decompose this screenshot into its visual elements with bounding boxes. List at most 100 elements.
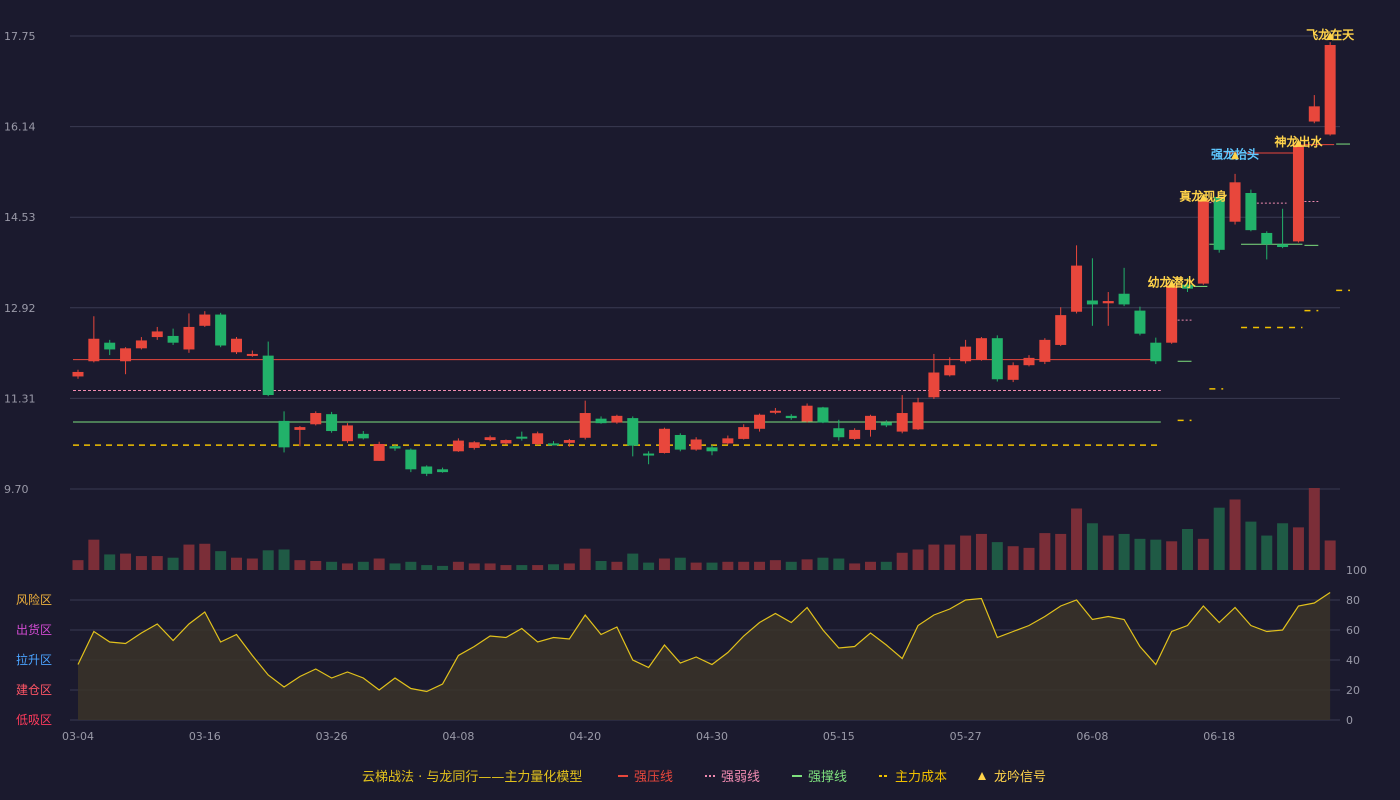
volume-bar	[658, 558, 670, 570]
volume-bar	[769, 560, 781, 570]
x-tick-label: 03-04	[62, 730, 94, 743]
osc-tick-label: 60	[1346, 624, 1360, 637]
volume-bar	[326, 561, 338, 570]
volume-bar	[1182, 529, 1193, 570]
volume-bar	[88, 539, 100, 570]
candle-body	[135, 340, 147, 349]
volume-bar	[944, 544, 956, 570]
dragon-signals: 幼龙潜水真龙现身强龙抬头神龙出水飞龙在天	[1148, 27, 1356, 290]
volume-bar	[643, 562, 655, 570]
legend: 云梯战法 · 与龙同行——主力量化模型 强压线 强弱线 强撑线 主力成本 龙吟信号	[362, 769, 1046, 785]
volume-bar	[1324, 540, 1336, 570]
volume-bar	[357, 561, 369, 570]
volume-bar	[1166, 541, 1178, 570]
candle-body	[1197, 199, 1209, 284]
volume-bar	[341, 563, 353, 570]
candle-body	[1277, 244, 1289, 248]
candle-body	[1324, 45, 1336, 135]
candle-body	[1261, 232, 1273, 245]
candle-body	[231, 338, 242, 353]
axes-labels: 17.75 16.14 14.53 12.92 11.31 9.70 100 80 60 40 20…	[4, 30, 1367, 743]
candle-body	[88, 338, 100, 362]
candle-body	[72, 371, 84, 377]
volume-bar	[516, 565, 528, 570]
legend-signal-icon	[978, 772, 986, 780]
x-tick-label: 03-26	[316, 730, 348, 743]
candle-body	[991, 338, 1003, 380]
volume-bar	[1071, 508, 1083, 570]
volume-bar	[674, 557, 686, 570]
oscillator-panel	[77, 591, 1331, 720]
osc-area	[78, 592, 1331, 720]
x-tick-label: 03-16	[189, 730, 221, 743]
candle-body	[690, 439, 702, 450]
price-level-lines	[73, 143, 1350, 446]
candle-body	[357, 433, 369, 439]
candle-body	[674, 434, 686, 450]
candle-body	[500, 440, 512, 444]
candle-body	[563, 440, 575, 443]
candle-body	[452, 440, 464, 452]
volume-bar	[1055, 533, 1067, 570]
volume-bar	[183, 544, 195, 570]
x-tick-label: 05-15	[823, 730, 855, 743]
volume-bar	[579, 548, 591, 570]
candle-body	[1245, 193, 1257, 231]
candle-body	[1229, 182, 1241, 222]
zone-label: 出货区	[16, 622, 52, 637]
volume-bar	[563, 563, 575, 570]
candle-body	[1039, 339, 1051, 362]
candle-body	[405, 449, 417, 470]
candle-body	[1023, 357, 1035, 366]
volume-bar	[896, 552, 908, 570]
volume-bar	[865, 561, 876, 570]
candle-body	[1102, 301, 1114, 304]
volume-bar	[1039, 533, 1051, 570]
volume-bar	[912, 549, 924, 570]
candle-body	[246, 353, 258, 356]
price-tick-label: 11.31	[4, 392, 36, 405]
volume-bar	[72, 560, 84, 570]
signal-triangle-icon	[1326, 32, 1335, 40]
volume-bar	[595, 560, 607, 570]
volume-bar	[1213, 507, 1225, 570]
candle-body	[975, 338, 987, 360]
candle-body	[769, 410, 781, 413]
volume-bar	[1150, 539, 1162, 570]
osc-tick-label: 0	[1346, 714, 1353, 727]
candle-body	[738, 427, 750, 439]
volume-bar	[405, 561, 417, 570]
volume-bar	[1229, 499, 1241, 570]
grid-lines	[70, 35, 1340, 721]
volume-bar	[991, 542, 1003, 570]
zone-label: 建仓区	[16, 683, 52, 697]
candle-body	[928, 372, 940, 398]
candle-body	[1292, 144, 1304, 242]
x-tick-label: 06-08	[1076, 730, 1108, 743]
candle-body	[262, 355, 274, 396]
candle-body	[151, 331, 163, 338]
volume-bar	[1245, 521, 1257, 570]
volume-bar	[960, 535, 972, 570]
candle-body	[880, 422, 892, 426]
candle-body	[373, 443, 385, 461]
signal-triangle-icon	[1294, 138, 1303, 147]
volume-bar	[785, 561, 797, 570]
candle-body	[944, 365, 956, 376]
candle-body	[896, 413, 908, 432]
volume-bar	[1197, 538, 1209, 570]
zone-label: 风险区	[16, 592, 52, 607]
volume-bar	[484, 563, 496, 570]
candle-body	[326, 414, 338, 432]
volume-bar	[706, 562, 718, 570]
signal-triangle-icon	[1199, 193, 1208, 202]
candle-body	[437, 469, 449, 473]
volume-bar	[1134, 538, 1146, 570]
volume-bar	[1007, 546, 1019, 570]
legend-item-label: 强压线	[634, 770, 673, 785]
volume-bar	[1261, 535, 1273, 570]
volume-bar	[532, 565, 544, 570]
legend-title: 云梯战法 · 与龙同行——主力量化模型	[362, 770, 582, 785]
volume-bar	[151, 556, 163, 570]
candle-body	[1055, 315, 1067, 345]
